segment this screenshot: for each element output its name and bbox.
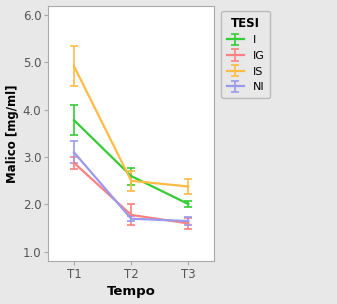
X-axis label: Tempo: Tempo: [107, 285, 156, 299]
Legend: I, IG, IS, NI: I, IG, IS, NI: [221, 11, 270, 98]
Y-axis label: Malico [mg/ml]: Malico [mg/ml]: [5, 84, 19, 183]
